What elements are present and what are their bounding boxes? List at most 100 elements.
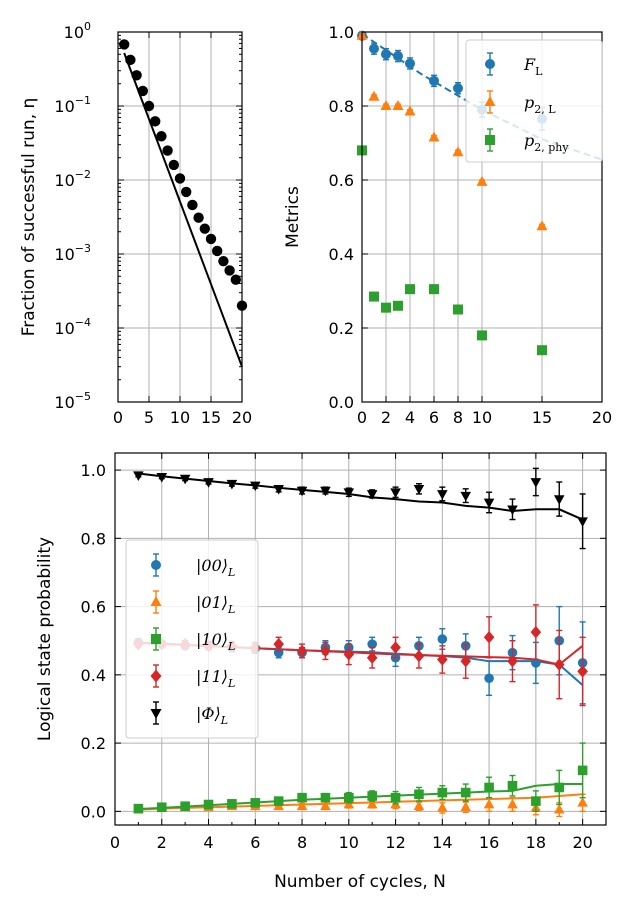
a-data-point bbox=[224, 265, 235, 276]
c-data-point-4 bbox=[156, 473, 168, 483]
b-data-point-0 bbox=[453, 83, 463, 94]
b-ytick-label: 0.0 bbox=[329, 393, 354, 412]
c-data-point-4 bbox=[553, 495, 565, 505]
c-legend-label: |Φ⟩L bbox=[196, 704, 228, 727]
c-data-point-3 bbox=[483, 631, 495, 644]
c-legend-label: |10⟩L bbox=[196, 630, 235, 653]
c-data-point-4 bbox=[530, 478, 542, 488]
c-data-point-4 bbox=[226, 479, 238, 490]
c-data-point-3 bbox=[437, 653, 448, 666]
b-data-point-2 bbox=[477, 330, 487, 341]
b-data-point-1 bbox=[380, 100, 392, 110]
c-data-point-1 bbox=[437, 802, 448, 812]
b-xtick-label: 15 bbox=[532, 408, 552, 427]
c-data-point-2 bbox=[320, 792, 331, 803]
c-data-point-4 bbox=[203, 478, 214, 488]
c-xtick-label: 0 bbox=[110, 833, 120, 852]
c-data-point-4 bbox=[390, 488, 401, 499]
a-data-point bbox=[143, 100, 155, 112]
a-ytick-label: 10−4 bbox=[54, 316, 91, 338]
c-data-point-2 bbox=[531, 796, 541, 806]
b-xtick-label: 20 bbox=[592, 408, 612, 427]
c-ytick-label: 0.4 bbox=[81, 666, 106, 685]
c-data-point-3 bbox=[343, 648, 355, 661]
c-data-point-3 bbox=[296, 644, 308, 658]
a-data-point bbox=[199, 223, 210, 234]
a-data-point bbox=[137, 85, 148, 97]
c-model-line-4 bbox=[138, 472, 584, 521]
b-data-point-1 bbox=[404, 105, 416, 116]
a-xtick-label: 5 bbox=[144, 408, 154, 427]
c-data-point-3 bbox=[366, 651, 378, 665]
panel-a-data bbox=[119, 39, 248, 368]
a-ytick-label: 10−5 bbox=[54, 390, 91, 412]
b-data-point-1 bbox=[536, 220, 548, 231]
b-data-point-0 bbox=[429, 75, 439, 86]
c-data-point-4 bbox=[250, 481, 261, 492]
a-xtick-label: 10 bbox=[170, 408, 190, 427]
panel-c-ylabel: Logical state probability bbox=[35, 537, 55, 741]
c-data-point-2 bbox=[460, 787, 471, 798]
b-data-point-2 bbox=[537, 345, 547, 356]
c-data-point-1 bbox=[460, 801, 471, 812]
c-data-point-1 bbox=[413, 800, 425, 811]
c-ytick-label: 0.6 bbox=[81, 598, 106, 617]
a-data-point bbox=[168, 159, 179, 171]
c-data-point-2 bbox=[484, 782, 494, 793]
panel-c-legend: |00⟩L |01⟩L |10⟩L |11⟩L |Φ⟩L bbox=[125, 539, 259, 739]
c-legend-label: |11⟩L bbox=[196, 667, 235, 690]
c-data-point-2 bbox=[180, 801, 190, 812]
a-ytick-label: 10−1 bbox=[54, 94, 91, 116]
panel-c-frame bbox=[114, 452, 607, 826]
b-ytick-label: 0.2 bbox=[329, 319, 354, 338]
c-data-point-4 bbox=[413, 484, 425, 495]
c-data-point-3 bbox=[577, 665, 588, 678]
c-data-point-1 bbox=[483, 798, 495, 809]
c-data-point-4 bbox=[179, 474, 191, 485]
a-data-point bbox=[162, 145, 173, 156]
a-data-point bbox=[230, 274, 241, 285]
a-data-point bbox=[212, 245, 223, 257]
c-xtick-label: 18 bbox=[526, 833, 546, 852]
c-data-point-2 bbox=[507, 780, 518, 791]
a-data-point bbox=[131, 70, 142, 81]
c-data-point-3 bbox=[413, 649, 425, 663]
c-xtick-label: 4 bbox=[203, 833, 213, 852]
c-xtick-label: 2 bbox=[157, 833, 167, 852]
a-data-point bbox=[174, 173, 186, 184]
b-xtick-label: 6 bbox=[429, 408, 439, 427]
b-data-point-1 bbox=[368, 90, 380, 101]
a-xtick-label: 15 bbox=[201, 408, 221, 427]
c-data-point-1 bbox=[577, 797, 588, 807]
a-data-point bbox=[218, 255, 229, 267]
c-data-point-2 bbox=[297, 792, 307, 803]
b-data-point-2 bbox=[369, 291, 379, 302]
b-data-point-0 bbox=[381, 49, 391, 60]
panel-a-ylabel: Fraction of successful run, η bbox=[19, 98, 39, 337]
panel-a-ticks: 0 5 10 15 20 10−5 10−4 10−3 10−2 10−1 100 bbox=[54, 20, 252, 427]
c-data-point-4 bbox=[460, 491, 471, 502]
c-data-point-4 bbox=[507, 505, 518, 516]
c-data-point-0 bbox=[437, 634, 448, 644]
a-data-point bbox=[119, 39, 130, 50]
c-data-point-2 bbox=[367, 791, 377, 801]
c-legend-label: |00⟩L bbox=[196, 556, 235, 579]
c-xtick-label: 14 bbox=[432, 833, 452, 852]
c-data-point-0 bbox=[531, 658, 541, 668]
panel-c-logical-state: 0 2 4 6 8 10 12 14 16 18 20 0.0 0.2 0.4 0.6 0.8 1.0 Logi… bbox=[35, 452, 607, 892]
c-legend-marker bbox=[150, 669, 162, 683]
c-data-point-1 bbox=[320, 800, 331, 811]
a-data-point bbox=[150, 116, 161, 127]
c-data-point-1 bbox=[343, 798, 355, 809]
b-data-point-2 bbox=[453, 304, 463, 315]
a-data-point bbox=[187, 199, 198, 211]
c-legend-marker bbox=[151, 634, 161, 644]
b-data-point-2 bbox=[429, 284, 439, 295]
b-data-point-1 bbox=[476, 175, 488, 186]
b-ytick-label: 0.8 bbox=[329, 97, 354, 116]
panel-c-xlabel: Number of cycles, N bbox=[274, 872, 446, 892]
b-data-point-0 bbox=[393, 51, 403, 62]
c-data-point-4 bbox=[366, 490, 378, 500]
c-data-point-3 bbox=[320, 644, 331, 658]
